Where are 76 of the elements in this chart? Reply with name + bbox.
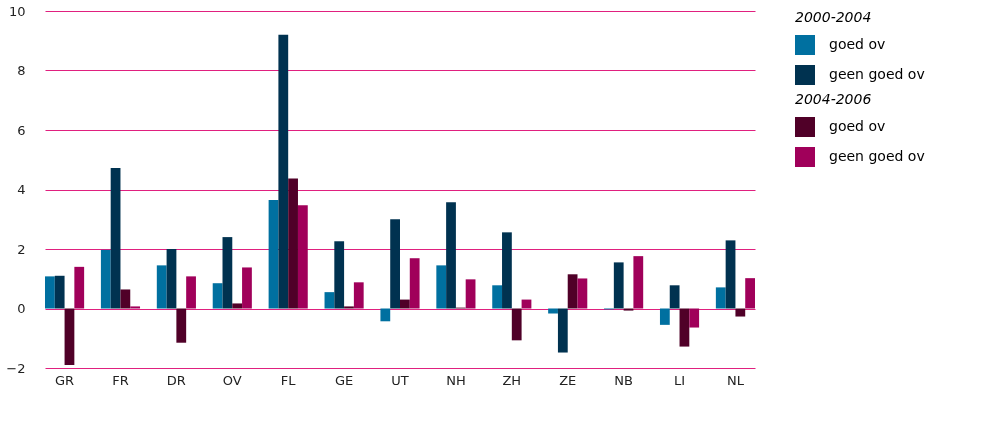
- y-tick-label: 8: [17, 63, 26, 78]
- legend-label: goed ov: [829, 118, 886, 134]
- bar: [557, 308, 568, 353]
- bar: [324, 292, 335, 309]
- x-tick-label: DR: [166, 372, 186, 388]
- bar: [436, 265, 447, 309]
- bar: [400, 299, 410, 309]
- bar: [288, 178, 298, 309]
- x-tick-label: FR: [112, 372, 129, 388]
- bar: [521, 299, 532, 309]
- bar: [64, 308, 75, 366]
- bar: [548, 308, 558, 314]
- bar: [390, 219, 400, 309]
- bar: [502, 232, 512, 309]
- bar: [446, 202, 456, 309]
- bar: [465, 279, 476, 309]
- bar: [380, 308, 391, 322]
- x-tick-label: LI: [673, 372, 686, 388]
- x-tick-label: OV: [222, 372, 242, 388]
- bar: [679, 308, 690, 347]
- bar: [745, 278, 755, 309]
- text: 2000-2004: [795, 9, 872, 25]
- x-tick-label: GR: [55, 372, 75, 388]
- bar: [409, 258, 420, 309]
- x-tick-label: NB: [614, 372, 633, 388]
- bar: [176, 308, 187, 343]
- bar: [186, 276, 196, 309]
- bar: [100, 249, 111, 309]
- bar: [268, 199, 279, 309]
- bar: [156, 265, 167, 309]
- y-tick-label: 2: [17, 241, 26, 257]
- bar: [344, 306, 354, 309]
- bar: [297, 205, 308, 309]
- bar: [110, 168, 121, 309]
- x-tick-label: NL: [726, 372, 745, 388]
- bar: [567, 274, 578, 309]
- bar: [74, 266, 85, 309]
- bar: [659, 308, 670, 325]
- bar: [166, 249, 177, 309]
- bar: [577, 278, 588, 309]
- text: 2004-2006: [795, 91, 872, 107]
- bar: [689, 308, 700, 328]
- bar: [715, 287, 726, 309]
- bar: [511, 308, 522, 341]
- bar: [492, 285, 503, 309]
- legend-label: geen goed ov: [829, 66, 925, 82]
- bar: [633, 256, 644, 309]
- bar: [669, 285, 680, 309]
- bar: [725, 240, 736, 309]
- y-tick-label: 4: [17, 182, 26, 197]
- bar: [130, 306, 141, 309]
- bar: [334, 241, 345, 309]
- bar: [232, 303, 243, 309]
- bar: [278, 34, 289, 309]
- x-tick-label: UT: [391, 372, 409, 388]
- bar: [212, 283, 223, 309]
- x-tick-label: ZH: [502, 372, 522, 388]
- bar: [353, 282, 364, 309]
- y-tick-label: 6: [17, 122, 26, 138]
- x-tick-label: FL: [280, 372, 297, 388]
- x-tick-label: GE: [334, 372, 354, 388]
- y-tick-label: 10: [8, 3, 26, 19]
- bar: [242, 267, 252, 309]
- bar: [735, 308, 746, 317]
- bar: [222, 237, 233, 309]
- legend-label: goed ov: [829, 36, 886, 52]
- bar: [623, 308, 634, 311]
- x-tick-label: ZE: [559, 372, 577, 388]
- bar: [54, 275, 65, 309]
- y-tick-label: 0: [17, 301, 26, 316]
- bar: [613, 262, 624, 309]
- y-tick-label: −2: [6, 360, 26, 376]
- x-tick-label: NH: [446, 372, 466, 388]
- legend-label: geen goed ov: [829, 148, 925, 164]
- bar: [120, 289, 131, 309]
- bar: [45, 276, 55, 309]
